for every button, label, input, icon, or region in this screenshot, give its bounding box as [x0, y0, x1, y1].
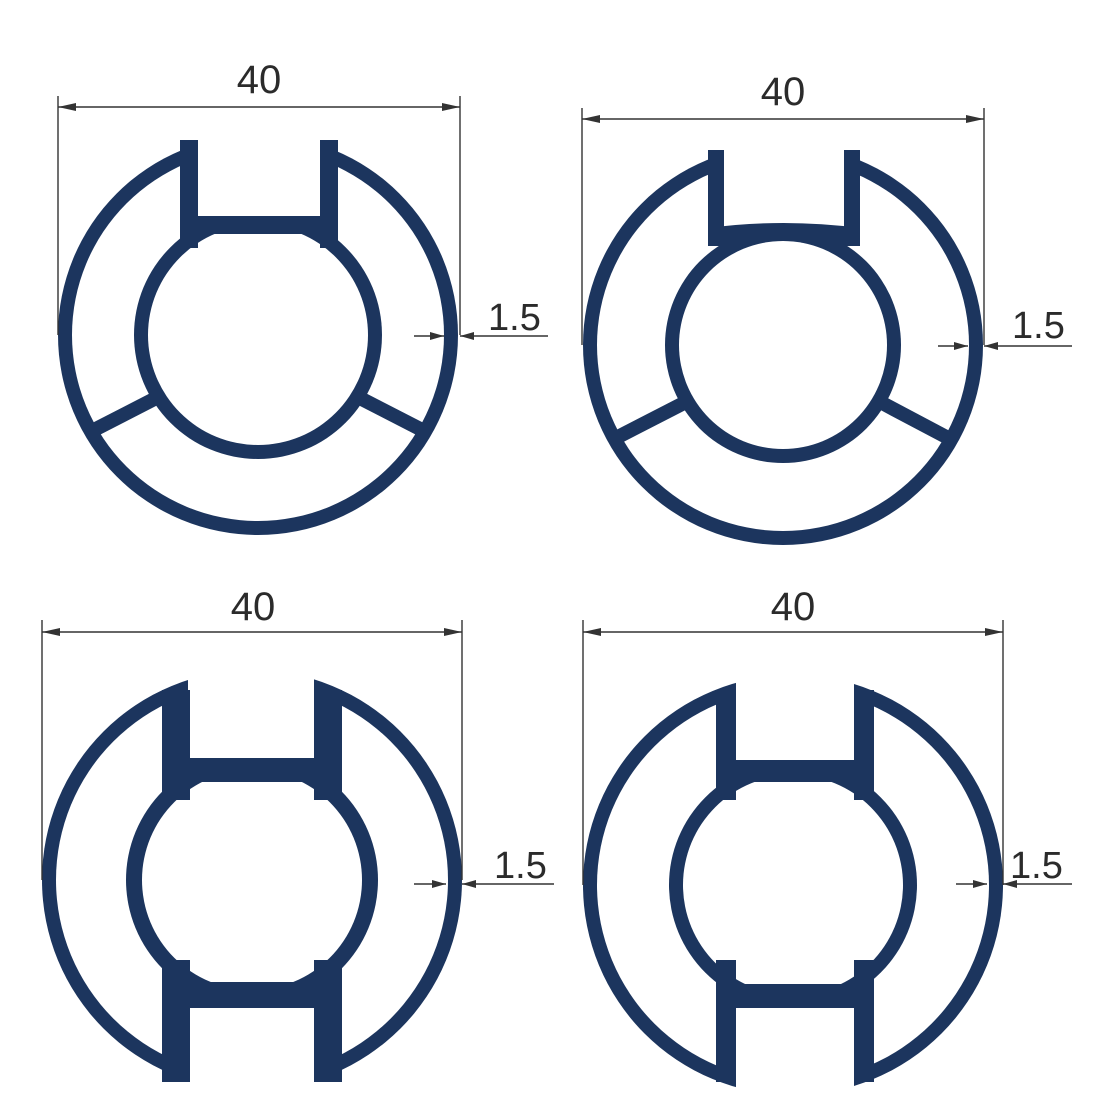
- profile-bottom-right: 40 1.5: [550, 560, 1100, 1100]
- profile-shape: [550, 560, 1100, 1100]
- dimension-arrow: [583, 628, 601, 636]
- dimension-arrow: [442, 103, 460, 111]
- profile-top-left: 40 1.5: [0, 0, 550, 560]
- profile-shape: [550, 0, 1100, 560]
- dimension-arrow: [985, 628, 1003, 636]
- width-label: 40: [761, 70, 806, 114]
- dimension-arrow: [462, 880, 476, 888]
- profile-shape: [0, 560, 550, 1100]
- profile-shape: [0, 0, 550, 560]
- wall-thickness-label: 1.5: [488, 297, 541, 339]
- dimension-arrow: [432, 880, 446, 888]
- profile-top-right: 40 1.5: [550, 0, 1100, 560]
- dimension-arrow: [954, 342, 968, 350]
- width-label: 40: [231, 585, 276, 629]
- dimension-arrow: [984, 342, 998, 350]
- dimension-arrow: [582, 115, 600, 123]
- wall-thickness-label: 1.5: [1010, 845, 1063, 887]
- dimension-arrow: [1003, 880, 1017, 888]
- dimension-arrow: [444, 628, 462, 636]
- wall-thickness-label: 1.5: [1012, 305, 1065, 347]
- profile-bottom-left: 40 1.5: [0, 560, 554, 1100]
- width-label: 40: [771, 585, 816, 629]
- dimension-arrow: [460, 332, 474, 340]
- dimension-arrow: [430, 332, 444, 340]
- wall-thickness-label: 1.5: [494, 845, 547, 887]
- dimension-arrow: [973, 880, 987, 888]
- dimension-arrow: [42, 628, 60, 636]
- dimension-arrow: [966, 115, 984, 123]
- dimension-arrow: [58, 103, 76, 111]
- width-label: 40: [237, 58, 282, 102]
